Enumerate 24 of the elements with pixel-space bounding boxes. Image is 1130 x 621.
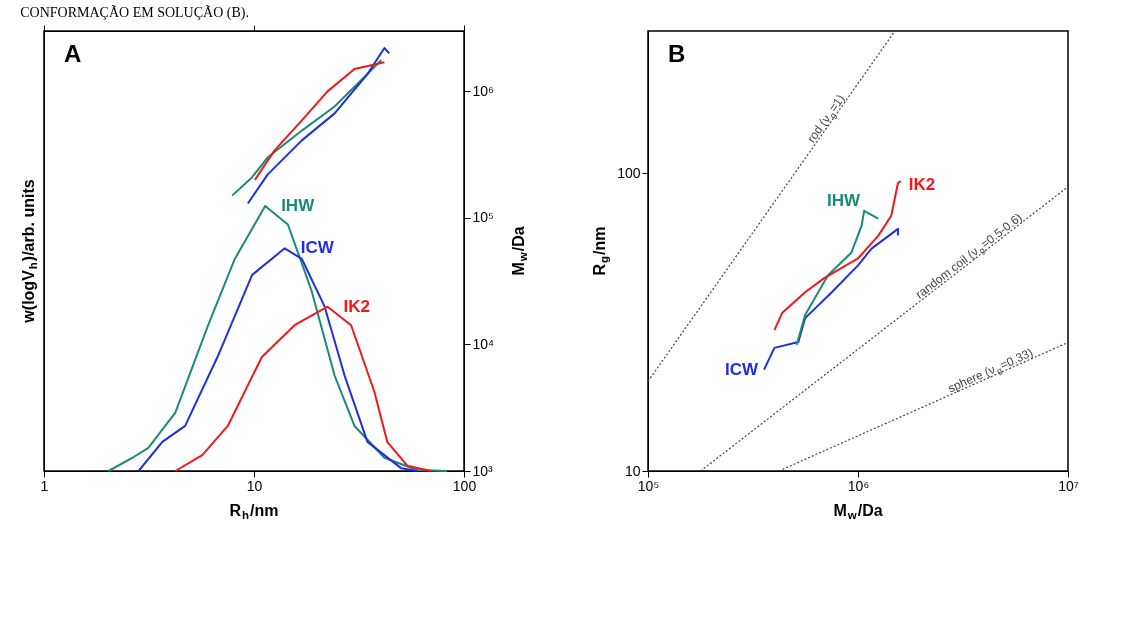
series-label: IHW	[281, 195, 316, 215]
x-tick-label: 1	[40, 477, 49, 494]
y-axis-title: w(logVh)/arb. units	[20, 179, 39, 324]
x-tick-label: 10⁵	[637, 477, 660, 494]
x-tick-label: 10	[246, 477, 263, 494]
text: sphere (νg=0.33)	[945, 345, 1036, 396]
y-tick-label: 10⁴	[472, 335, 495, 352]
series-label: IK2	[908, 175, 936, 195]
chart-title: B	[668, 40, 686, 67]
y-tick-label: 10⁵	[472, 209, 494, 226]
x-tick-label: 10⁷	[1058, 477, 1079, 494]
y-tick-label: 10⁶	[472, 82, 494, 99]
series-label: ICW	[725, 359, 760, 379]
x-tick-label: 10⁶	[847, 477, 870, 494]
text: rod (νg=1)	[804, 91, 848, 146]
y-tick-label: 10³	[472, 462, 494, 479]
y-axis-title: Mw/Da	[510, 226, 529, 276]
series-label: IHW	[827, 190, 862, 210]
text: CONFORMAÇÃO EM SOLUÇÃO (B).	[20, 4, 249, 21]
chart-title: A	[64, 40, 82, 67]
x-tick-label: 100	[452, 477, 477, 494]
series-label: ICW	[300, 238, 335, 258]
series-label: IK2	[343, 296, 371, 316]
y-axis-title: Rg/nm	[591, 226, 610, 276]
